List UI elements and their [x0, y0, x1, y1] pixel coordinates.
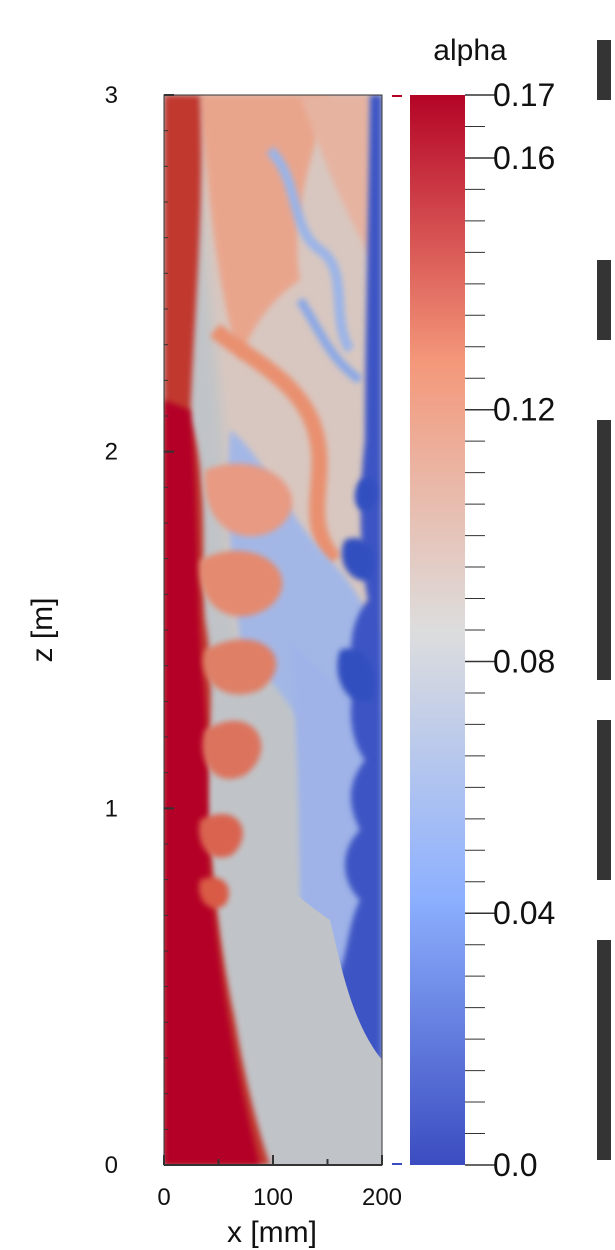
colorbar-label: alpha: [433, 34, 507, 67]
x-axis-label: x [mm]: [227, 1216, 317, 1249]
colorbar-minor-ticks: [465, 94, 485, 1166]
x-tick-label: 200: [362, 1184, 402, 1211]
colorbar-tick-label: 0.12: [493, 392, 555, 428]
low-alpha-blob: [354, 477, 378, 511]
cropped-adjacent-text: [593, 40, 615, 1220]
wall-layer-core: [164, 400, 260, 1165]
y-axis: 0 1 2 3: [105, 82, 174, 1179]
y-tick-label: 3: [105, 82, 118, 109]
x-axis: 0 100 200: [157, 1155, 402, 1211]
blue-streak: [296, 297, 363, 384]
colorbar-ticks: 0.17 0.16 0.12 0.08 0.04 0.0: [465, 77, 555, 1183]
y-axis-label: z [m]: [26, 598, 59, 663]
y-tick-label: 0: [105, 1152, 118, 1179]
colorbar: 0.17 0.16 0.12 0.08 0.04 0.0 alpha: [392, 34, 555, 1183]
colorbar-tick-label: 0.0: [493, 1147, 537, 1183]
vortex: [203, 639, 277, 695]
colorbar-tick-label: 0.08: [493, 643, 555, 679]
vortex: [199, 877, 229, 909]
low-alpha-region: [326, 95, 382, 1060]
colorbar-tick-label: 0.16: [493, 140, 555, 176]
upper-salmon-plume: [200, 95, 330, 360]
alpha-field: [164, 95, 382, 1165]
x-tick-label: 0: [157, 1184, 170, 1211]
vortex: [204, 463, 293, 537]
colorbar-gradient: [410, 95, 465, 1165]
colorbar-tick-label: 0.17: [493, 77, 555, 113]
vortex: [199, 814, 243, 858]
curl-plume: [209, 323, 342, 566]
blue-streak: [266, 146, 355, 353]
x-tick-label: 100: [253, 1184, 293, 1211]
vortex: [202, 720, 262, 779]
vortex: [199, 550, 283, 617]
y-tick-label: 2: [105, 439, 118, 466]
colorbar-tick-label: 0.04: [493, 895, 555, 931]
background-pool: [224, 830, 382, 1165]
low-alpha-blob: [341, 538, 375, 581]
low-alpha-blob: [337, 648, 376, 702]
y-tick-label: 1: [105, 795, 118, 822]
upper-right-salmon: [300, 95, 372, 260]
